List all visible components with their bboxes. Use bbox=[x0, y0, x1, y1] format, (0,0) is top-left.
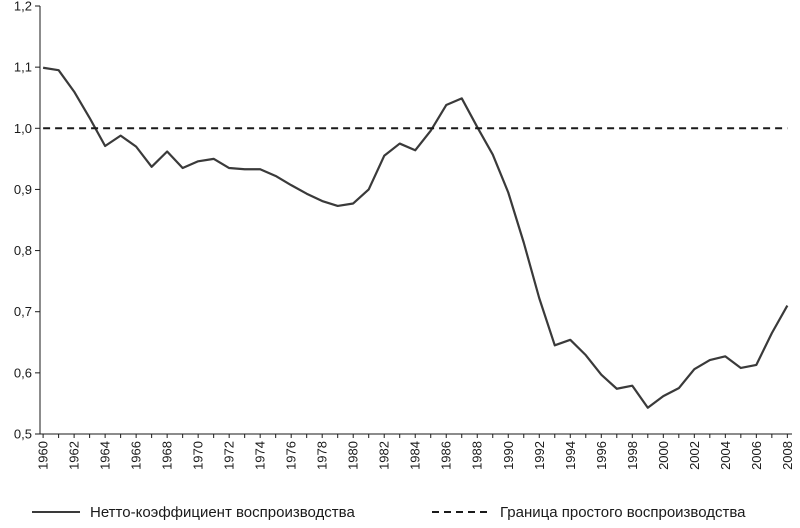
y-tick-label: 0,9 bbox=[14, 182, 32, 197]
x-tick-label: 1964 bbox=[98, 441, 113, 470]
x-tick-label: 1990 bbox=[501, 441, 516, 470]
y-tick-label: 1,1 bbox=[14, 60, 32, 75]
x-tick-label: 1966 bbox=[129, 441, 144, 470]
x-tick-label: 1970 bbox=[191, 441, 206, 470]
x-tick-label: 1960 bbox=[36, 441, 51, 470]
x-tick-label: 2004 bbox=[718, 441, 733, 470]
net-reproduction-rate-line bbox=[42, 66, 789, 409]
x-tick-label: 1996 bbox=[594, 441, 609, 470]
legend-label: Нетто-коэффициент воспроизводства bbox=[90, 504, 355, 521]
x-tick-label: 2006 bbox=[749, 441, 764, 470]
y-tick-label: 1,0 bbox=[14, 121, 32, 136]
x-tick-label: 2002 bbox=[687, 441, 702, 470]
y-axis: 0,5 0,6 0,7 0,8 0,9 1,0 1,1 1,2 bbox=[14, 0, 41, 442]
legend-label: Граница простого воспроизводства bbox=[500, 504, 746, 521]
y-tick-label: 0,7 bbox=[14, 304, 32, 319]
x-tick-label: 2008 bbox=[780, 441, 795, 470]
x-tick-label: 1984 bbox=[408, 441, 423, 470]
x-tick-label: 1994 bbox=[563, 441, 578, 470]
x-tick-label: 1988 bbox=[470, 441, 485, 470]
x-tick-label: 1976 bbox=[284, 441, 299, 470]
x-tick-label: 1986 bbox=[439, 441, 454, 470]
x-tick-label: 1998 bbox=[625, 441, 640, 470]
y-tick-label: 0,6 bbox=[14, 365, 32, 380]
x-tick-label: 1974 bbox=[253, 441, 268, 470]
plot-series bbox=[42, 66, 789, 409]
x-axis: 1960 1962 1964 1966 1968 1970 1972 1974 1976 1978… bbox=[36, 433, 795, 470]
x-tick-label: 1962 bbox=[67, 441, 82, 470]
x-tick-label: 2000 bbox=[656, 441, 671, 470]
x-tick-label: 1968 bbox=[160, 441, 175, 470]
legend: Нетто-коэффициент воспроизводства Граница… bbox=[32, 504, 746, 521]
y-tick-label: 0,5 bbox=[14, 427, 32, 442]
x-tick-label: 1978 bbox=[315, 441, 330, 470]
x-tick-label: 1992 bbox=[532, 441, 547, 470]
y-tick-label: 1,2 bbox=[14, 0, 32, 14]
y-tick-label: 0,8 bbox=[14, 243, 32, 258]
x-tick-label: 1972 bbox=[222, 441, 237, 470]
x-tick-label: 1980 bbox=[346, 441, 361, 470]
x-tick-label: 1982 bbox=[377, 441, 392, 470]
